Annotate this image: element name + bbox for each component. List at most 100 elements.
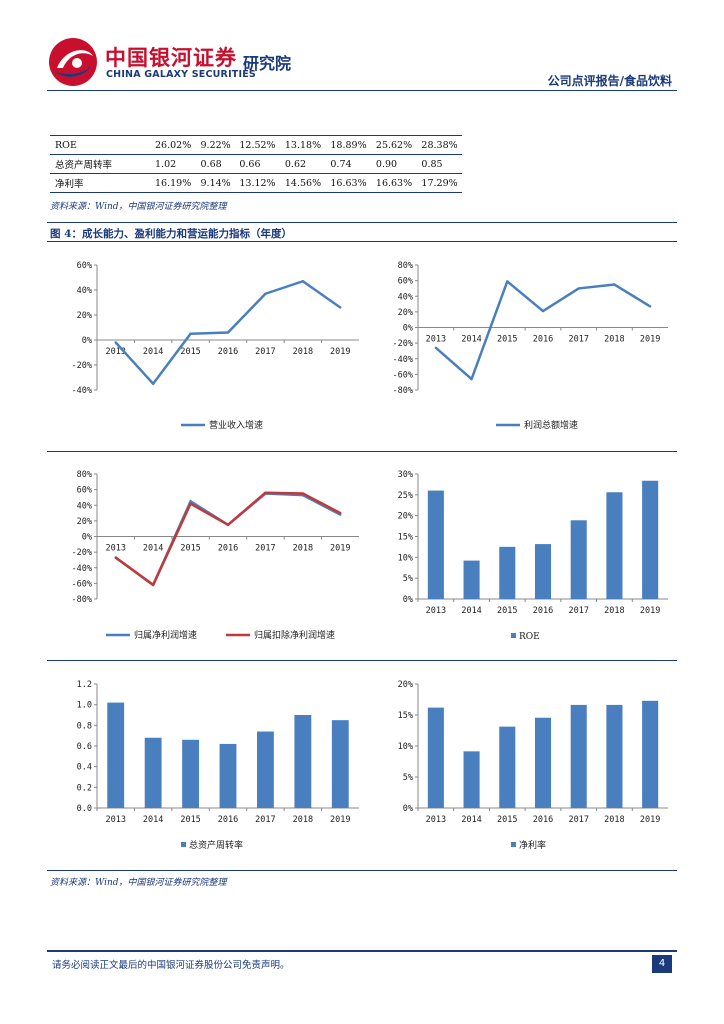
table-cell: 0.66 [239, 158, 261, 170]
x-tick-label: 2019 [640, 606, 660, 616]
table-source-note: 资料来源：Wind，中国银河证券研究院整理 [50, 202, 227, 212]
bar [534, 717, 552, 808]
bar [331, 720, 349, 808]
table-cell: 9.14% [200, 177, 231, 189]
y-tick-label: 20% [77, 311, 92, 321]
x-tick-label: 2014 [143, 544, 163, 554]
legend-label: 净利率 [519, 839, 546, 851]
y-tick-label: 0.4 [77, 763, 92, 773]
table-row: 总资产周转率 1.02 0.68 0.66 0.62 0.74 0.90 0.85 [50, 154, 462, 174]
legend-label: ROE [519, 632, 540, 642]
x-tick-label: 2013 [105, 544, 125, 554]
x-tick-label: 2017 [255, 347, 275, 357]
x-tick-label: 2016 [533, 815, 553, 825]
y-tick-label: -20% [72, 548, 92, 558]
table-cell: 16.63% [330, 177, 367, 189]
y-tick-label: 0.0 [77, 804, 92, 814]
bar [219, 743, 237, 808]
x-tick-label: 2018 [604, 335, 624, 345]
x-tick-label: 2019 [330, 347, 350, 357]
data-point [226, 331, 230, 334]
x-tick-label: 2014 [143, 815, 163, 825]
x-tick-label: 2019 [640, 335, 660, 345]
x-tick-label: 2019 [330, 815, 350, 825]
footer-disclaimer: 请务必阅读正文最后的中国银河证券股份公司免责声明。 [52, 960, 290, 971]
x-tick-label: 2015 [180, 544, 200, 554]
y-tick-label: -20% [393, 339, 413, 349]
x-tick-label: 2016 [533, 606, 553, 616]
x-tick-label: 2014 [461, 335, 481, 345]
x-tick-label: 2017 [255, 815, 275, 825]
bar [294, 715, 312, 808]
table-cell: 14.56% [284, 177, 322, 189]
legend-label: 总资产周转率 [189, 839, 243, 851]
ratio-table: ROE 26.02% 9.22% 12.52% 13.18% 18.89% 25.62% 28… [50, 135, 462, 193]
bar [463, 751, 480, 808]
x-tick-label: 2017 [568, 606, 588, 616]
data-point [339, 511, 342, 515]
data-point [189, 502, 192, 505]
bar [257, 731, 274, 808]
table-cell: 0.85 [421, 158, 443, 170]
row-label: 净利率 [55, 179, 84, 190]
x-tick-label: 2018 [293, 544, 313, 554]
x-tick-label: 2016 [533, 335, 553, 345]
legend-label: 营业收入增速 [209, 419, 263, 431]
bar [107, 702, 125, 808]
bar [463, 560, 480, 599]
legend-label: 归属扣除净利润增速 [254, 629, 335, 641]
x-tick-label: 2019 [640, 815, 660, 825]
table-cell: 1.02 [155, 158, 177, 170]
y-tick-label: 0.8 [77, 721, 92, 731]
table-cell: 17.29% [421, 177, 458, 189]
table-row: ROE 26.02% 9.22% 12.52% 13.18% 18.89% 25.62% 28… [50, 135, 462, 155]
y-tick-label: 0% [403, 804, 413, 814]
y-tick-label: 0% [403, 324, 413, 334]
data-point [114, 341, 117, 344]
data-point [434, 346, 438, 350]
y-tick-label: 20% [398, 308, 413, 318]
logo-subtitle: 研究院 [243, 54, 292, 73]
bar [427, 707, 444, 808]
table-cell: 0.90 [375, 158, 398, 170]
x-tick-label: 2015 [180, 815, 200, 825]
series-line [435, 280, 651, 381]
y-tick-label: 60% [398, 277, 413, 287]
x-tick-label: 2015 [497, 335, 517, 345]
x-tick-label: 2018 [604, 606, 624, 616]
table-row: 净利率 16.19% 9.14% 13.12% 14.56% 16.63% 16.63% 17… [50, 173, 462, 193]
figure-top-divider [47, 222, 677, 223]
bar [642, 480, 659, 599]
data-point [114, 556, 117, 559]
x-tick-label: 2014 [461, 815, 481, 825]
data-point [189, 332, 192, 335]
y-tick-label: 1.0 [77, 701, 92, 711]
bar [570, 520, 587, 599]
x-tick-label: 2017 [568, 335, 588, 345]
y-tick-label: 80% [398, 261, 413, 271]
bar [534, 544, 552, 599]
y-tick-label: -80% [72, 595, 92, 605]
table-cell: 16.63% [375, 177, 413, 189]
table-cell: 0.68 [200, 158, 222, 170]
figure-bottom-divider [47, 870, 677, 871]
table-cell: 28.38% [421, 139, 458, 151]
y-tick-label: 20% [77, 517, 92, 527]
figure-title-divider [47, 241, 677, 242]
data-point [189, 500, 192, 503]
bar [499, 726, 516, 808]
table-cell: 0.62 [284, 158, 307, 170]
series-line [114, 491, 341, 587]
bar [606, 704, 623, 808]
y-tick-label: 15% [398, 533, 413, 543]
y-tick-label: 40% [398, 292, 413, 302]
y-tick-label: -40% [72, 386, 92, 396]
data-point [151, 583, 155, 587]
x-tick-label: 2015 [497, 815, 517, 825]
y-tick-label: 15% [398, 711, 413, 721]
chart-row-divider-1 [47, 451, 677, 452]
legend-swatch [511, 633, 516, 638]
report-category: 公司点评报告/食品饮料 [547, 74, 672, 88]
x-tick-label: 2019 [330, 544, 350, 554]
